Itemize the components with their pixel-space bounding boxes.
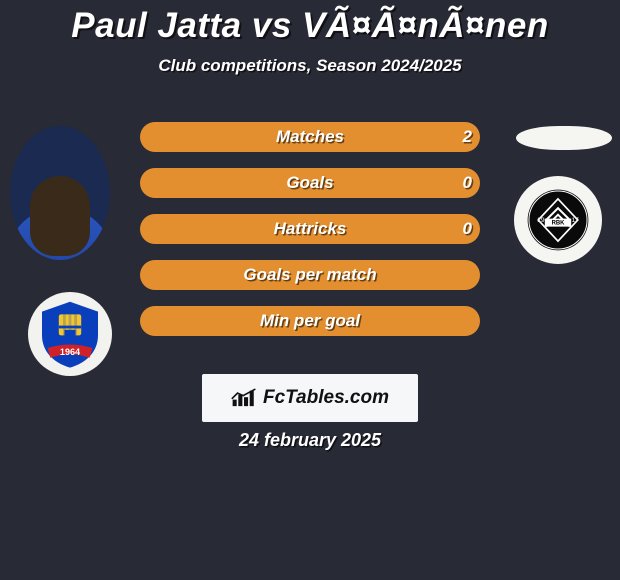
stat-value-left: 0 xyxy=(463,214,472,244)
brondby-badge-icon: 1964 xyxy=(35,299,105,369)
page-title: Paul Jatta vs VÃ¤Ã¤nÃ¤nen xyxy=(0,0,620,46)
stat-label: Hattricks xyxy=(140,214,480,244)
date: 24 february 2025 xyxy=(0,430,620,451)
stat-bars: Matches2Goals0Hattricks0Goals per matchM… xyxy=(140,122,480,352)
stat-row: Min per goal xyxy=(140,306,480,336)
stat-value-left: 0 xyxy=(463,168,472,198)
stat-label: Matches xyxy=(140,122,480,152)
player-left-avatar xyxy=(10,126,110,260)
stat-label: Min per goal xyxy=(140,306,480,336)
svg-text:1964: 1964 xyxy=(60,347,80,357)
player-left-club-badge: 1964 xyxy=(28,292,112,376)
stat-row: Hattricks0 xyxy=(140,214,480,244)
player-right-avatar xyxy=(516,126,612,150)
player-right-club-badge: 19 17 RBK xyxy=(514,176,602,264)
page-subtitle: Club competitions, Season 2024/2025 xyxy=(0,56,620,76)
stat-row: Goals0 xyxy=(140,168,480,198)
rosenborg-badge-icon: 19 17 RBK xyxy=(525,187,591,253)
bar-chart-icon xyxy=(231,387,257,409)
stat-value-left: 2 xyxy=(463,122,472,152)
comparison-card: Paul Jatta vs VÃ¤Ã¤nÃ¤nen Club competiti… xyxy=(0,0,620,580)
watermark: FcTables.com xyxy=(202,374,418,422)
svg-text:RBK: RBK xyxy=(552,221,566,227)
stat-row: Matches2 xyxy=(140,122,480,152)
stat-row: Goals per match xyxy=(140,260,480,290)
stat-label: Goals per match xyxy=(140,260,480,290)
stat-label: Goals xyxy=(140,168,480,198)
watermark-text: FcTables.com xyxy=(263,387,389,409)
